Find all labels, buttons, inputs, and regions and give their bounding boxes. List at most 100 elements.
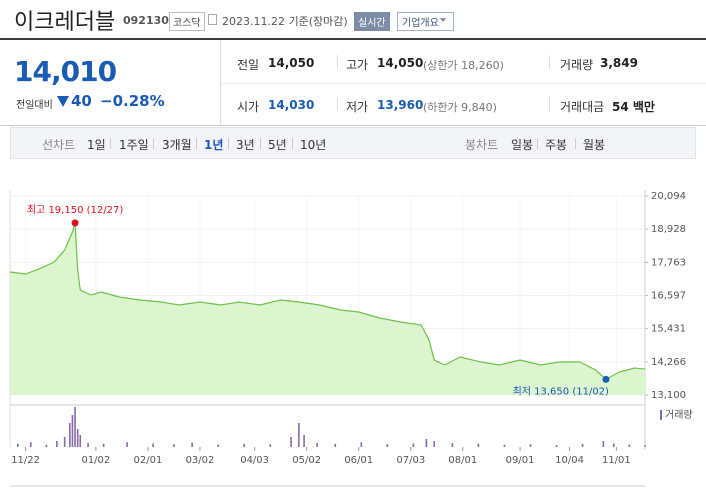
x-tick-label: 03/02: [186, 455, 215, 466]
stat-value: 14,050: [377, 56, 424, 70]
volume-bar: [425, 439, 428, 447]
tab[interactable]: 1주일: [119, 138, 149, 152]
volume-bar: [360, 442, 363, 447]
stat-value: 13,960: [377, 98, 424, 112]
stat-extra: (하한가 9,840): [423, 101, 497, 114]
tab-sep: [196, 138, 197, 149]
divider: [337, 55, 338, 69]
tab[interactable]: 일봉: [511, 138, 534, 152]
stat-label: 고가: [346, 58, 369, 72]
y-tick-label: 17,763: [651, 257, 686, 268]
volume-bar: [269, 444, 272, 447]
stat-label: 거래대금: [560, 100, 605, 114]
stat-value: 54 백만: [612, 100, 655, 114]
stock-code: 092130: [123, 14, 169, 27]
tab[interactable]: 주봉: [545, 138, 568, 152]
tab-sep: [153, 138, 154, 149]
volume-bar: [612, 443, 615, 447]
x-tick-label: 04/03: [240, 455, 269, 466]
divider: [0, 125, 706, 126]
stat-value: 14,030: [268, 98, 315, 112]
tab-sep: [292, 138, 293, 149]
realtime-badge[interactable]: 실시간: [354, 12, 390, 31]
x-tick-label: 07/03: [396, 455, 425, 466]
tab-sep: [537, 138, 538, 149]
stat-label: 거래량: [560, 58, 594, 72]
annotation: 최고 19,150 (12/27): [27, 204, 123, 216]
tab-sep: [260, 138, 261, 149]
y-tick-label: 18,928: [651, 224, 686, 235]
volume-bar: [152, 443, 154, 447]
volume-bar: [316, 443, 318, 447]
divider: [220, 40, 221, 126]
stat-value: 3,849: [600, 56, 638, 70]
volume-bar: [45, 444, 48, 447]
tab[interactable]: 월봉: [583, 138, 606, 152]
x-tick-label: 11/01: [602, 455, 631, 466]
tab[interactable]: 3개월: [162, 138, 192, 152]
x-tick-label: 08/01: [448, 455, 477, 466]
volume-bar: [555, 445, 558, 447]
volume-bar: [74, 407, 76, 447]
current-price: 14,010: [14, 55, 117, 88]
volume-bar: [173, 444, 175, 447]
company-info-dropdown[interactable]: 기업개요: [397, 12, 454, 31]
divider: [221, 83, 706, 84]
y-tick-label: 20,094: [651, 191, 686, 202]
volume-bar: [63, 437, 66, 447]
stat-label: 시가: [237, 100, 260, 114]
volume-bar: [69, 423, 71, 447]
down-arrow: [57, 96, 69, 107]
volume-bar: [102, 443, 105, 447]
tab[interactable]: 1일: [87, 138, 106, 152]
volume-bar: [298, 423, 300, 447]
volume-bar: [451, 443, 454, 447]
tab[interactable]: 3년: [236, 138, 255, 152]
volume-bar: [79, 435, 82, 447]
tab[interactable]: 5년: [268, 138, 287, 152]
doc-icon: [208, 14, 217, 25]
divider: [549, 55, 550, 69]
date: 2023.11.22 기준(장마감): [222, 15, 348, 28]
x-tick-label: 06/01: [344, 455, 373, 466]
volume-bar: [644, 445, 646, 447]
x-tick-label: 01/02: [81, 455, 110, 466]
change-label: 전일대비: [16, 100, 53, 111]
volume-bar: [71, 415, 74, 447]
extreme-dot: [71, 219, 79, 227]
volume-bar: [477, 443, 480, 447]
y-tick-label: 15,431: [651, 324, 686, 335]
x-tick-label: 05/02: [292, 455, 321, 466]
volume-bar: [433, 441, 436, 447]
volume-bar: [602, 441, 605, 447]
divider: [337, 97, 338, 111]
volume-bar: [217, 444, 219, 447]
x-tick-label: 11/22: [11, 455, 40, 466]
volume-bar: [386, 444, 389, 447]
y-tick-label: 13,100: [651, 390, 686, 401]
stat-extra: (상한가 18,260): [423, 59, 504, 72]
volume-bar: [76, 429, 79, 447]
chart: 20,094 18,928 17,763 16,597 15,431 14,266 13,1…: [9, 190, 693, 487]
market-badge: 코스닥: [169, 12, 205, 31]
volume-bar: [17, 443, 19, 447]
volume-label: 거래량: [665, 409, 693, 421]
volume-bar: [243, 443, 246, 447]
volume-bar: [191, 442, 193, 447]
tab-bar: [10, 127, 696, 159]
stat-label: 전일: [237, 58, 260, 72]
price-area: [10, 222, 645, 395]
volume-bar: [30, 442, 32, 447]
tab-sep: [575, 138, 576, 149]
tab[interactable]: 10년: [300, 138, 327, 152]
volume-bar: [126, 442, 128, 447]
change: 40: [71, 92, 92, 110]
y-tick-label: 14,266: [651, 357, 686, 368]
extreme-dot: [602, 375, 610, 383]
stock-name: 이크레더블: [14, 10, 116, 35]
volume-bar: [412, 443, 415, 447]
stat-value: 14,050: [268, 56, 315, 70]
tab-group-label: 봉차트: [465, 138, 499, 152]
tab-selected[interactable]: 1년: [204, 138, 224, 152]
